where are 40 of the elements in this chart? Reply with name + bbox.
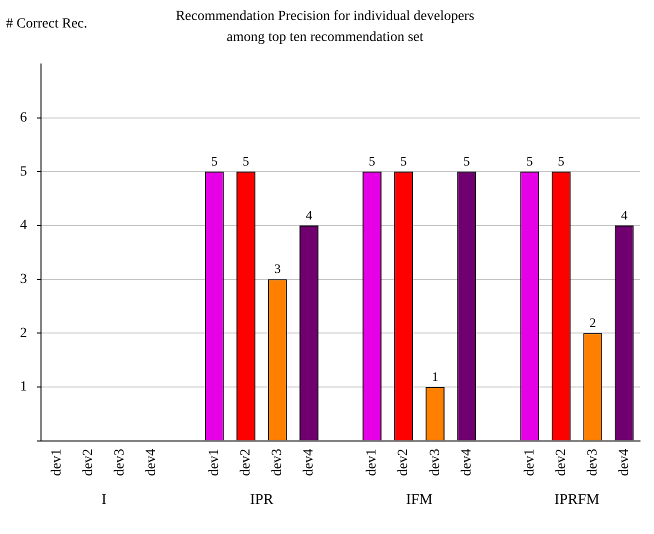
y-tick-label: 6 <box>20 110 27 126</box>
x-tick-label: dev4 <box>616 448 632 476</box>
x-tick-label: dev2 <box>80 448 96 476</box>
chart-title: Recommendation Precision for individual developers among top ten recommendation set <box>176 9 474 46</box>
y-tick-label: 3 <box>20 272 27 287</box>
data-label: 5 <box>463 154 470 169</box>
data-label: 2 <box>589 315 596 330</box>
text: IPRFM <box>554 492 600 508</box>
x-tick-label: dev3 <box>585 448 600 476</box>
x-tick-label: dev4 <box>144 448 160 476</box>
x-tick-label: dev2 <box>554 448 569 476</box>
y-axis-title: # Correct Rec. <box>6 16 88 32</box>
x-tick-label: dev2 <box>238 448 254 476</box>
data-label: 5 <box>526 154 533 169</box>
x-tick-label: dev1 <box>207 448 222 476</box>
text: I <box>102 492 107 508</box>
x-tick-label: dev1 <box>364 448 380 476</box>
data-label: 1 <box>432 368 438 384</box>
text: IPR <box>250 492 274 508</box>
x-tick-label: dev3 <box>270 448 286 476</box>
x-tick-label: dev4 <box>302 448 317 476</box>
x-tick-label: dev3 <box>428 448 443 476</box>
x-tick-label: dev1 <box>522 448 538 476</box>
data-label: 4 <box>620 207 628 222</box>
y-tick-label: 1 <box>20 380 27 395</box>
data-label: 5 <box>211 154 218 169</box>
data-label: 5 <box>400 154 407 169</box>
y-tick-label: 5 <box>20 164 27 180</box>
x-tick-label: dev4 <box>459 448 474 476</box>
text: IFM <box>406 492 433 508</box>
data-label: 4 <box>306 207 313 222</box>
x-tick-label: dev3 <box>112 448 128 476</box>
data-label: 3 <box>274 261 281 276</box>
data-label: 5 <box>558 154 564 169</box>
data-label: 5 <box>242 154 250 169</box>
data-label: 5 <box>368 154 376 169</box>
x-tick-label: dev2 <box>396 448 412 476</box>
y-tick-label: 2 <box>20 326 27 341</box>
x-tick-label: dev1 <box>49 448 64 476</box>
y-tick-label: 4 <box>20 218 27 234</box>
